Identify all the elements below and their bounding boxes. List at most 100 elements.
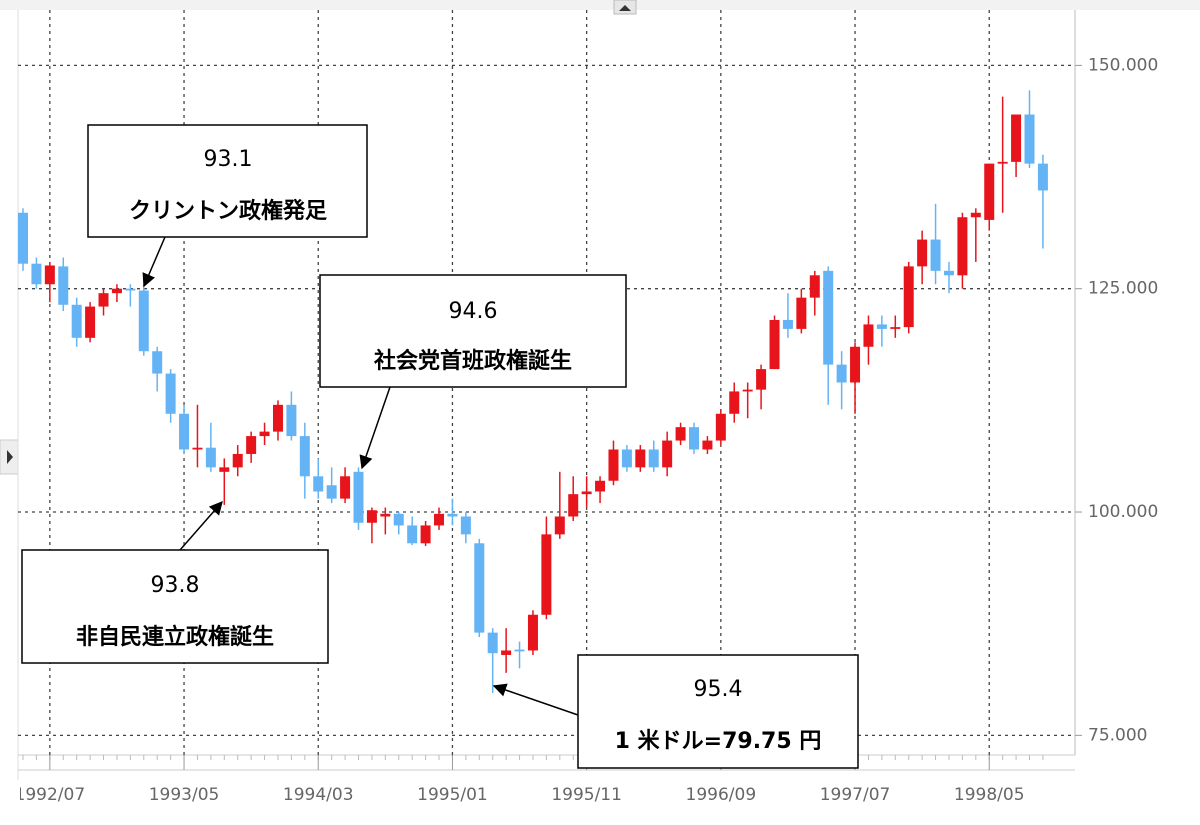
candle-body [527,614,538,651]
candle-body [1024,114,1035,164]
annotation-arrow [142,236,166,288]
candle-body [903,266,914,328]
candle-body [863,324,874,347]
candle-body [1011,114,1022,162]
candle-body [286,404,297,437]
y-tick-label: 150.000 [1088,55,1158,75]
candle-body [930,239,941,271]
candle-body [111,288,122,294]
candle-body [31,263,42,285]
candle-body [71,304,82,338]
candle-body [729,391,740,414]
candle-body [366,510,377,523]
candle-body [621,449,632,468]
candle-body [997,161,1008,164]
annotation: 93.8 非自民連立政権誕生 [21,500,329,664]
candle-body [487,632,498,654]
annotation-text: クリントン政権発足 [129,198,327,224]
candle-body [340,476,351,499]
annotation: 93.1 クリントン政権発足 [87,124,368,288]
candle-body [299,436,310,477]
candle-body [702,440,713,450]
candle-body [246,436,257,454]
x-labels: 1992/07 1993/05 1994/03 1995/01 1995/11 1996/… [15,785,1025,805]
annotations: 93.1 クリントン政権発足 94.6 社会党首班政権誕生 93.8 非自民連立… [21,124,859,769]
candle-body [675,427,686,441]
candle-body [689,427,699,450]
annotation-label: 95.4 [694,677,743,702]
candle-body [165,373,176,414]
annotation-label: 93.1 [204,147,253,172]
candle-body [460,516,471,535]
candle-body [595,480,606,492]
candle-body [984,163,995,220]
annotation-text: 非自民連立政権誕生 [76,624,274,650]
candle-body [125,288,136,291]
annotation: 95.4 1 米ドル=79.75 円 [492,654,859,769]
candle-body [353,471,364,523]
candle-body [44,265,55,285]
candle-body [970,212,981,218]
candle-body [138,290,149,352]
x-tick-label: 1995/01 [417,785,488,805]
candle-body [1037,163,1048,191]
y-tick-label: 125.000 [1088,279,1158,299]
candle-body [635,449,646,468]
candle-body [393,513,404,526]
candle-body [313,476,324,492]
annotation-box [319,274,627,388]
candle-body [447,513,458,517]
candle-body [219,467,230,472]
candle-body [836,364,847,383]
annotation-arrow [492,683,579,716]
candle-body [823,270,834,365]
x-tick-label: 1992/07 [15,785,86,805]
x-tick-label: 1997/07 [820,785,891,805]
top-bar [0,0,1200,10]
annotation-arrow [179,500,223,551]
candle-body [179,413,190,450]
candle-body [756,369,767,390]
candle-body [608,449,619,481]
candle-body [259,431,270,437]
candle-body [501,650,512,655]
candle-body [782,319,793,329]
x-tick-label: 1995/11 [551,785,622,805]
candle-body [18,212,28,264]
side-arrow [7,450,13,464]
candle-body [380,513,391,517]
candle-body [715,413,726,441]
candle-body [205,447,216,468]
candle-body [554,516,565,535]
candle-body [890,327,901,329]
annotation-label: 93.8 [151,573,200,598]
candle-body [769,319,780,370]
candle-body [514,649,525,652]
candle-body [809,275,820,298]
candle-body [742,389,753,392]
candle-body [474,543,485,633]
candle-body [407,525,418,544]
candle-body [957,217,968,276]
candle-body [648,449,659,468]
candles [18,90,1048,693]
candle-body [272,404,283,432]
y-labels: 75.000 100.000 125.000 150.000 [1075,55,1158,745]
annotation-text: 社会党首班政権誕生 [374,348,572,374]
annotation-box [87,124,368,238]
x-tick-label: 1996/09 [686,785,757,805]
candle-body [541,534,552,615]
candle-body [85,306,96,338]
annotation-box [577,654,859,769]
candle-body [152,351,163,374]
candle-body [326,485,337,499]
candle-body [796,297,807,329]
annotation-text: 1 米ドル=79.75 円 [615,729,822,754]
candle-body [850,346,861,383]
candle-body [568,494,579,517]
y-tick-label: 75.000 [1088,725,1147,745]
x-tick-label: 1993/05 [149,785,220,805]
candle-body [662,440,673,468]
